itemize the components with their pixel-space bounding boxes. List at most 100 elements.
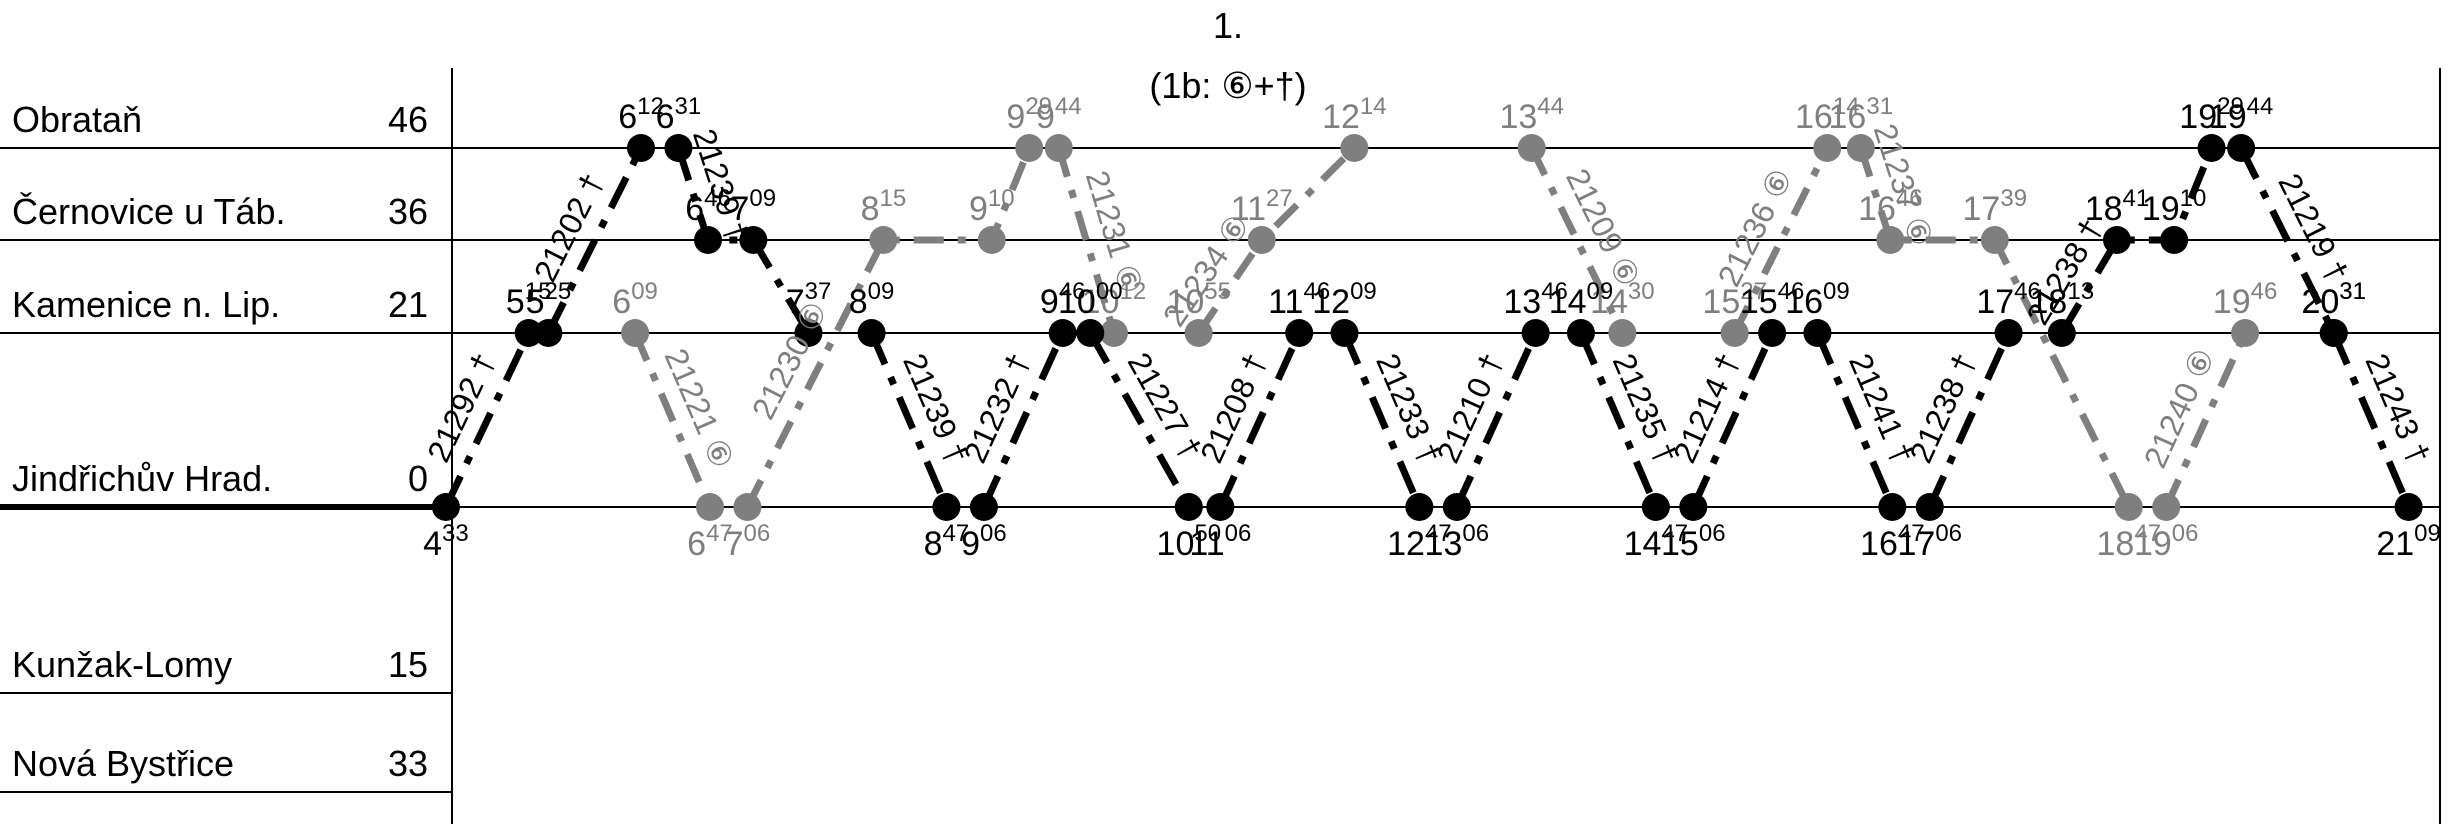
stop-time-hour: 19: [2142, 190, 2180, 228]
stop-time-minute: 27: [1266, 185, 1293, 212]
stop-time: 1209: [1312, 278, 1377, 321]
stop-time: 1127: [1231, 185, 1293, 228]
stop-time-minute: 31: [2339, 278, 2366, 305]
stop-dot: [977, 226, 1006, 254]
stop-time: 737: [786, 278, 832, 321]
stop-time: 929: [1006, 93, 1052, 136]
stop-time-minute: 47: [1661, 520, 1688, 547]
stop-time: 946: [1040, 278, 1086, 321]
stop-time-hour: 16: [1860, 525, 1898, 563]
station-name: Obrataň: [12, 99, 142, 140]
stop-time-minute: 46: [1541, 278, 1568, 305]
stop-time-hour: 7: [725, 525, 744, 563]
stop-time-hour: 6: [687, 525, 706, 563]
stop-time-hour: 9: [1036, 98, 1055, 136]
stop-time-minute: 46: [1059, 278, 1086, 305]
stop-time-hour: 11: [1231, 190, 1266, 228]
train-number: 21208 †: [1193, 348, 1274, 468]
stop-time-hour: 10: [1058, 283, 1096, 321]
stop-time-hour: 16: [1785, 283, 1823, 321]
stop-dot: [1608, 319, 1637, 347]
stop-time-minute: 06: [1462, 520, 1489, 547]
stop-time-hour: 8: [924, 525, 943, 563]
stop-time: 1906: [2134, 520, 2199, 563]
stop-dot: [1517, 134, 1546, 162]
stop-dot: [627, 134, 655, 162]
stop-time-minute: 55: [1204, 278, 1231, 305]
stop-dot: [969, 493, 998, 521]
stop-time: 1813: [2030, 278, 2095, 321]
stop-time: 1344: [1499, 93, 1564, 136]
stop-time: 1910: [2142, 185, 2207, 228]
stop-time: 1430: [1590, 278, 1655, 321]
stop-dot: [794, 319, 823, 347]
stop-time: 2031: [2301, 278, 2366, 321]
stop-time-minute: 29: [2217, 93, 2244, 120]
stop-time-minute: 09: [1823, 278, 1850, 305]
train-number: 21240 ⑥: [2137, 343, 2222, 473]
stop-time-hour: 14: [1590, 283, 1628, 321]
stop-dot: [2231, 319, 2260, 347]
diagram-number: 1.: [1213, 5, 1243, 46]
stop-dot: [1184, 319, 1213, 347]
stop-dot: [1980, 226, 2009, 254]
stop-time: 944: [1036, 93, 1082, 136]
diagram-note: (1b: ⑥+†): [1149, 65, 1306, 106]
stop-time-hour: 11: [1268, 283, 1303, 321]
stop-dot: [621, 319, 650, 347]
stop-time-minute: 06: [1699, 520, 1726, 547]
train-line: [744, 146, 1033, 509]
stop-time-hour: 4: [423, 525, 442, 563]
train-line: [980, 331, 1066, 509]
stop-time: 1847: [2097, 520, 2162, 563]
stop-dot: [2152, 493, 2181, 521]
stop-dot: [1720, 319, 1749, 347]
train-line: [2330, 331, 2412, 509]
stop-time-minute: 46: [1778, 278, 1805, 305]
stop-time-minute: 44: [1055, 93, 1082, 120]
stop-time: 1647: [1860, 520, 1925, 563]
stop-time-minute: 31: [2339, 278, 2366, 305]
stop-dot: [1330, 319, 1359, 347]
stop-time-minute: 09: [2414, 520, 2441, 547]
stop-dot: [1521, 319, 1550, 347]
train-line: [1814, 331, 1896, 509]
stop-time-hour: 11: [1189, 525, 1224, 563]
stop-dot: [2394, 493, 2423, 521]
stop-time-minute: 06: [980, 520, 1007, 547]
stop-time-minute: 47: [2134, 520, 2161, 547]
stop-time: 1106: [1189, 520, 1251, 563]
stop-time: 1614: [1795, 93, 1860, 136]
stop-time: 1631: [1829, 93, 1894, 136]
stop-time: 2031: [2301, 278, 2366, 321]
stop-dot: [2114, 493, 2143, 521]
stop-dot: [1099, 319, 1128, 347]
stop-dot: [1679, 493, 1708, 521]
stop-time-hour: 9: [961, 525, 980, 563]
stop-time: 433: [423, 520, 469, 563]
stop-time-hour: 15: [1702, 283, 1740, 321]
stop-time-minute: 46: [2014, 278, 2041, 305]
stop-time: 1646: [1858, 185, 1923, 228]
train-line: [868, 331, 950, 509]
stop-time: 515: [506, 278, 552, 321]
stop-time: 910: [969, 185, 1015, 228]
stop-time-hour: 16: [1795, 98, 1833, 136]
stop-dot: [695, 493, 724, 521]
stop-time-hour: 18: [2097, 525, 2135, 563]
train-number: 21237 ⑥: [1867, 119, 1940, 251]
stop-time-hour: 9: [969, 190, 988, 228]
stop-dot: [1758, 319, 1787, 347]
stop-time-minute: 06: [1225, 520, 1252, 547]
stop-time: 906: [961, 520, 1007, 563]
stop-time-hour: 7: [786, 283, 805, 321]
stop-time-minute: 44: [2247, 93, 2274, 120]
stop-time-hour: 9: [1006, 98, 1025, 136]
train-line: [1341, 331, 1423, 509]
train-line: [1087, 331, 1192, 509]
stop-time: 1527: [1702, 278, 1767, 321]
stop-time-minute: 46: [1303, 278, 1330, 305]
stop-time: 1012: [1082, 278, 1147, 321]
